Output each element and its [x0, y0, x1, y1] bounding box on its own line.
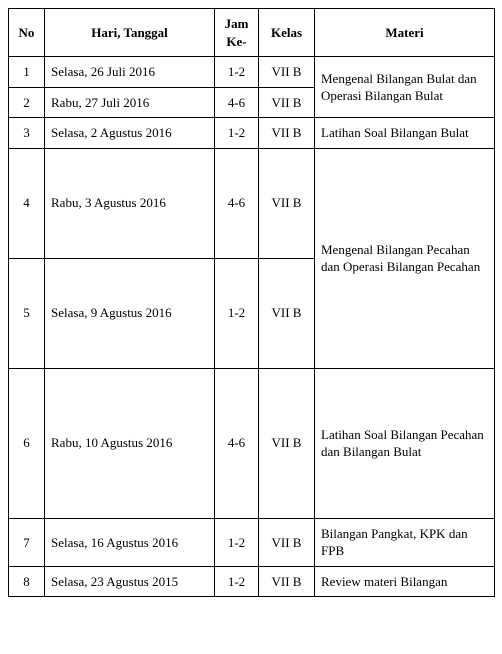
cell-jam: 1-2 — [215, 258, 259, 368]
table-row: 8 Selasa, 23 Agustus 2015 1-2 VII B Revi… — [9, 566, 495, 597]
cell-no: 4 — [9, 148, 45, 258]
schedule-table: No Hari, Tanggal Jam Ke- Kelas Materi 1 … — [8, 8, 495, 597]
cell-hari: Selasa, 16 Agustus 2016 — [45, 518, 215, 566]
header-jam: Jam Ke- — [215, 9, 259, 57]
cell-materi: Mengenal Bilangan Bulat dan Operasi Bila… — [315, 57, 495, 118]
cell-kelas: VII B — [259, 118, 315, 149]
cell-materi: Latihan Soal Bilangan Pecahan dan Bilang… — [315, 368, 495, 518]
cell-jam: 4-6 — [215, 368, 259, 518]
table-row: 1 Selasa, 26 Juli 2016 1-2 VII B Mengena… — [9, 57, 495, 88]
cell-no: 2 — [9, 87, 45, 118]
cell-hari: Selasa, 23 Agustus 2015 — [45, 566, 215, 597]
cell-no: 3 — [9, 118, 45, 149]
cell-jam: 1-2 — [215, 118, 259, 149]
cell-materi: Latihan Soal Bilangan Bulat — [315, 118, 495, 149]
cell-jam: 4-6 — [215, 148, 259, 258]
cell-materi: Mengenal Bilangan Pecahan dan Operasi Bi… — [315, 148, 495, 368]
cell-kelas: VII B — [259, 566, 315, 597]
table-header-row: No Hari, Tanggal Jam Ke- Kelas Materi — [9, 9, 495, 57]
cell-no: 8 — [9, 566, 45, 597]
cell-materi: Bilangan Pangkat, KPK dan FPB — [315, 518, 495, 566]
cell-materi: Review materi Bilangan — [315, 566, 495, 597]
header-materi: Materi — [315, 9, 495, 57]
cell-kelas: VII B — [259, 87, 315, 118]
cell-kelas: VII B — [259, 258, 315, 368]
cell-no: 6 — [9, 368, 45, 518]
cell-kelas: VII B — [259, 518, 315, 566]
cell-no: 5 — [9, 258, 45, 368]
cell-hari: Rabu, 10 Agustus 2016 — [45, 368, 215, 518]
cell-jam: 1-2 — [215, 566, 259, 597]
cell-jam: 1-2 — [215, 57, 259, 88]
cell-hari: Selasa, 26 Juli 2016 — [45, 57, 215, 88]
cell-kelas: VII B — [259, 57, 315, 88]
cell-kelas: VII B — [259, 148, 315, 258]
cell-hari: Rabu, 27 Juli 2016 — [45, 87, 215, 118]
cell-no: 1 — [9, 57, 45, 88]
cell-hari: Selasa, 9 Agustus 2016 — [45, 258, 215, 368]
table-row: 4 Rabu, 3 Agustus 2016 4-6 VII B Mengena… — [9, 148, 495, 258]
cell-jam: 4-6 — [215, 87, 259, 118]
table-row: 3 Selasa, 2 Agustus 2016 1-2 VII B Latih… — [9, 118, 495, 149]
table-row: 7 Selasa, 16 Agustus 2016 1-2 VII B Bila… — [9, 518, 495, 566]
header-kelas: Kelas — [259, 9, 315, 57]
header-hari: Hari, Tanggal — [45, 9, 215, 57]
cell-no: 7 — [9, 518, 45, 566]
table-row: 6 Rabu, 10 Agustus 2016 4-6 VII B Latiha… — [9, 368, 495, 518]
cell-jam: 1-2 — [215, 518, 259, 566]
cell-hari: Selasa, 2 Agustus 2016 — [45, 118, 215, 149]
header-no: No — [9, 9, 45, 57]
cell-kelas: VII B — [259, 368, 315, 518]
cell-hari: Rabu, 3 Agustus 2016 — [45, 148, 215, 258]
